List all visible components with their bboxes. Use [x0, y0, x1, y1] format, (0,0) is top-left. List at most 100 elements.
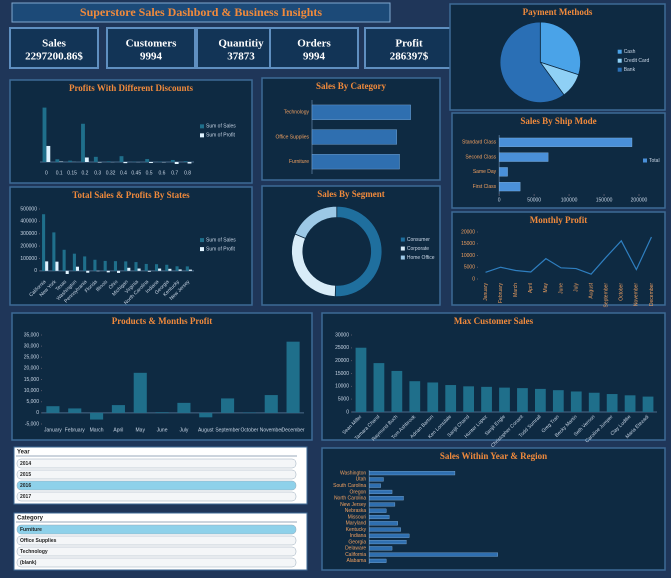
bar: [90, 412, 104, 420]
slicer-item[interactable]: [16, 535, 297, 546]
bar: [127, 267, 131, 271]
x-tick-label: 50000: [527, 197, 541, 203]
chart-title: Payment Methods: [523, 7, 593, 17]
bar: [111, 405, 125, 413]
bar: [311, 104, 411, 120]
panel: [9, 79, 253, 184]
legend-label: Sum of Sales: [206, 237, 236, 243]
kpi-card: [9, 27, 99, 69]
bar: [106, 161, 111, 162]
bar: [155, 412, 169, 413]
x-tick-label: February: [65, 427, 86, 433]
legend-label: Sum of Sales: [206, 124, 236, 130]
bar: [42, 107, 47, 162]
slicer-item[interactable]: [16, 458, 297, 469]
kpi-label: Customers: [126, 38, 177, 50]
bar: [369, 471, 456, 476]
chart-title: Monthly Profit: [530, 215, 588, 225]
panel: [9, 186, 253, 306]
bar: [369, 477, 384, 482]
y-tick-label: 10,000: [24, 388, 40, 394]
bar: [369, 533, 410, 538]
bar: [369, 558, 387, 563]
bar: [72, 253, 76, 271]
y-tick-label: Standard Class: [462, 140, 497, 146]
bar: [177, 402, 191, 413]
bar: [144, 263, 148, 271]
bar: [165, 264, 169, 271]
x-tick-label: April: [113, 427, 123, 433]
slicer-item[interactable]: [16, 546, 297, 557]
slice: [294, 205, 338, 239]
slicer-item[interactable]: [16, 557, 297, 568]
chart-title: Sales By Ship Mode: [520, 116, 596, 126]
slicer-item-label: 2017: [20, 494, 31, 500]
y-tick-label: 500000: [20, 206, 37, 212]
bar: [133, 372, 147, 413]
slicer-item[interactable]: [16, 469, 297, 480]
x-tick-label: January: [44, 427, 62, 433]
panel: [451, 211, 666, 306]
chart-title: Profits With Different Discounts: [69, 83, 194, 93]
y-tick-label: Utah: [356, 477, 367, 483]
legend-label: Bank: [624, 67, 636, 73]
bar: [52, 232, 56, 271]
kpi-value: 9994: [303, 51, 326, 63]
bar: [84, 157, 89, 162]
slicer-item[interactable]: [16, 480, 297, 491]
slicer-item-label: Office Supplies: [20, 538, 57, 544]
x-tick-label: February: [498, 283, 504, 304]
bar: [119, 156, 124, 162]
x-tick-label: December: [282, 427, 305, 433]
bar: [68, 408, 82, 413]
y-tick-label: 0: [472, 276, 475, 282]
y-tick-label: 100000: [20, 256, 37, 262]
bar: [46, 145, 51, 162]
y-tick-label: 5,000: [26, 399, 39, 405]
kpi-card: [269, 27, 359, 69]
legend-label: Sum of Profit: [206, 133, 236, 139]
kpi-value: 9994: [140, 51, 163, 63]
y-tick-label: 20000: [461, 229, 475, 235]
bar: [369, 496, 404, 501]
y-tick-label: 20,000: [24, 366, 40, 372]
bar: [535, 388, 546, 412]
x-tick-label: 0.45: [131, 170, 141, 176]
slicer-item-label: (blank): [20, 560, 37, 566]
y-tick-label: 25,000: [24, 355, 40, 361]
slicer-item[interactable]: [16, 524, 297, 535]
bar: [81, 123, 85, 162]
y-tick-label: -5,000: [25, 421, 39, 427]
slicer-item[interactable]: [16, 491, 297, 502]
bar: [311, 129, 397, 145]
bar: [174, 162, 179, 165]
dashboard-title: Superstore Sales Dashbord & Business Ins…: [80, 5, 322, 19]
bar: [145, 159, 150, 162]
legend-label: Sum of Profit: [206, 246, 236, 252]
y-tick-label: Alabama: [346, 558, 366, 564]
bar: [75, 266, 80, 271]
x-tick-label: 0: [45, 170, 48, 176]
slicer-title: Category: [17, 516, 44, 522]
y-tick-label: Georgia: [348, 539, 366, 545]
x-tick-label: September: [215, 427, 240, 433]
bar: [369, 483, 381, 488]
kpi-value: 2297200.86$: [25, 51, 83, 63]
bar: [65, 270, 69, 274]
kpi-label: Profit: [395, 38, 423, 50]
x-tick-label: 0.32: [106, 170, 116, 176]
bar: [499, 137, 633, 147]
x-tick-label: 100000: [561, 197, 578, 203]
y-tick-label: Office Supplies: [275, 134, 309, 140]
bar: [445, 385, 457, 412]
legend-swatch: [400, 246, 405, 251]
bar: [481, 386, 492, 412]
bar: [93, 259, 97, 271]
x-tick-label: 0.4: [120, 170, 127, 176]
y-tick-label: Delaware: [345, 546, 366, 552]
legend-swatch: [617, 58, 622, 63]
bar: [369, 527, 401, 532]
y-tick-label: New Jersey: [340, 502, 367, 508]
bar: [606, 394, 618, 412]
bar: [147, 270, 151, 272]
